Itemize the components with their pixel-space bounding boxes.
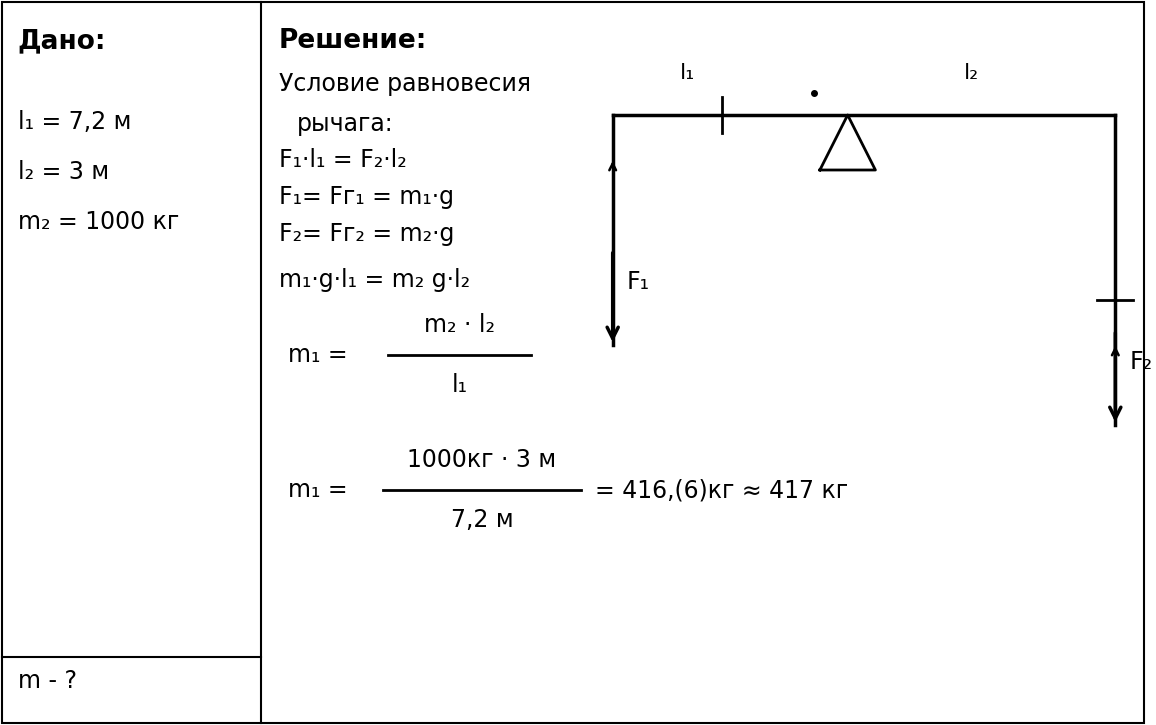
Text: Решение:: Решение: <box>279 28 427 54</box>
Text: F₁= Fг₁ = m₁·g: F₁= Fг₁ = m₁·g <box>279 185 453 209</box>
Text: l₂ = 3 м: l₂ = 3 м <box>17 160 109 184</box>
Text: l₁ = 7,2 м: l₁ = 7,2 м <box>17 110 132 134</box>
Text: F₂= Fг₂ = m₂·g: F₂= Fг₂ = m₂·g <box>279 222 454 246</box>
Text: m₂ = 1000 кг: m₂ = 1000 кг <box>17 210 179 234</box>
Text: Условие равновесия: Условие равновесия <box>279 72 531 96</box>
Text: m - ?: m - ? <box>17 669 76 693</box>
Text: 1000кг · 3 м: 1000кг · 3 м <box>407 448 556 472</box>
Text: 7,2 м: 7,2 м <box>451 508 513 532</box>
Text: m₂ · l₂: m₂ · l₂ <box>424 313 495 337</box>
Text: l₁: l₁ <box>680 63 695 83</box>
Text: m₁ =: m₁ = <box>289 343 348 367</box>
Text: Дано:: Дано: <box>17 28 106 54</box>
Text: m₁ =: m₁ = <box>289 478 348 502</box>
Text: l₂: l₂ <box>964 63 979 83</box>
Text: F₁: F₁ <box>627 270 650 294</box>
Text: = 416,(6)кг ≈ 417 кг: = 416,(6)кг ≈ 417 кг <box>595 478 849 502</box>
Text: F₁·l₁ = F₂·l₂: F₁·l₁ = F₂·l₂ <box>279 148 406 172</box>
Text: m₁·g·l₁ = m₂ g·l₂: m₁·g·l₁ = m₂ g·l₂ <box>279 268 469 292</box>
Text: рычага:: рычага: <box>296 112 393 136</box>
Text: F₂: F₂ <box>1129 350 1153 374</box>
Text: l₁: l₁ <box>452 373 467 397</box>
